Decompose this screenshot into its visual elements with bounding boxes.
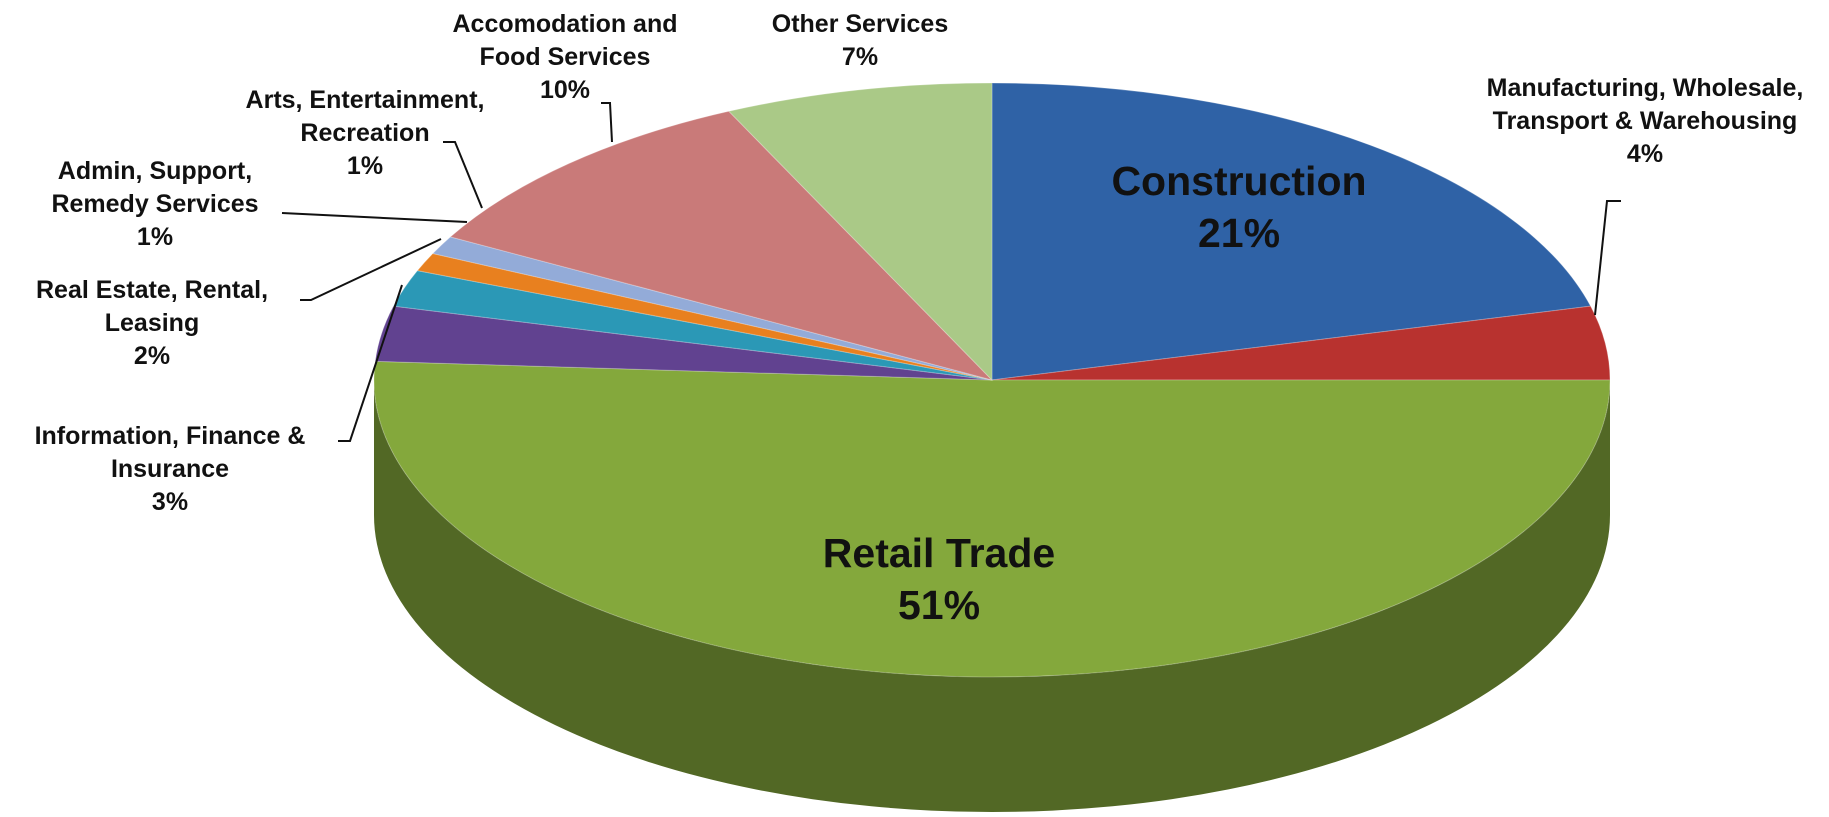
slice-label: Construction 21% [1039,155,1439,259]
leader-line [601,102,613,143]
slice-label: Other Services 7% [735,8,985,74]
slice-label: Real Estate, Rental, Leasing 2% [7,274,297,373]
leader-line [1594,200,1621,316]
category-label: Real Estate, Rental, Leasing [35,276,269,337]
value-label: 21% [1197,210,1281,256]
category-label: Arts, Entertainment, Recreation [245,86,485,147]
value-label: 4% [1626,140,1664,168]
value-label: 1% [346,152,384,180]
slice-label: Accomodation and Food Services 10% [440,8,690,107]
slice [991,82,1592,381]
category-label: Other Services [771,10,949,38]
leader-line [338,284,403,442]
leader-line [300,238,442,301]
value-label: 10% [539,76,591,104]
slice [449,110,994,381]
value-label: 7% [841,43,879,71]
category-label: Information, Finance & Insurance [34,422,306,483]
slice-label: Arts, Entertainment, Recreation 1% [220,84,510,183]
slice [991,305,1611,381]
value-label: 2% [133,342,171,370]
slice [374,305,993,381]
slice [392,270,993,381]
category-label: Admin, Support, Remedy Services [51,157,259,218]
value-label: 3% [151,488,189,516]
category-label: Manufacturing, Wholesale, Transport & Wa… [1486,74,1804,135]
category-label: Retail Trade [822,530,1056,576]
slice [373,360,1611,678]
slice-label: Admin, Support, Remedy Services 1% [35,155,275,254]
leader-line [443,141,483,209]
slice-label: Information, Finance & Insurance 3% [10,420,330,519]
slice [727,82,993,382]
slice-label: Manufacturing, Wholesale, Transport & Wa… [1480,72,1810,171]
slice [431,236,993,381]
leader-line [281,212,468,223]
value-label: 51% [897,582,981,628]
slice [416,252,993,381]
category-label: Construction [1111,158,1367,204]
slice-side [374,380,1610,812]
leader-lines [281,102,1621,442]
value-label: 1% [136,223,174,251]
slice-label: Retail Trade 51% [739,527,1139,631]
category-label: Accomodation and Food Services [452,10,678,71]
